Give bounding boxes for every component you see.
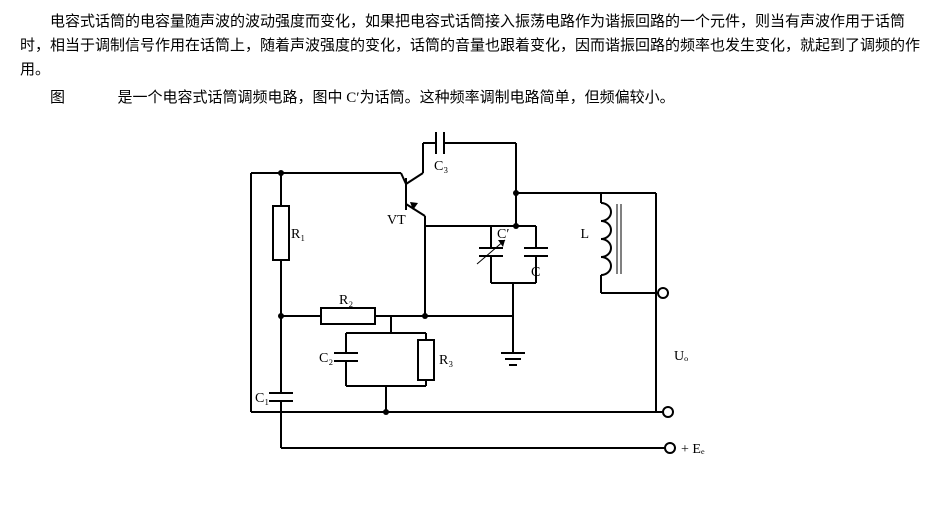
label-C1: C₁	[255, 391, 269, 406]
label-R1: R₁	[291, 227, 305, 242]
label-L: L	[580, 227, 589, 242]
paragraph-1: 电容式话筒的电容量随声波的波动强度而变化，如果把电容式话筒接入振荡电路作为谐振回…	[20, 10, 921, 82]
label-R3: R₃	[439, 353, 453, 368]
label-Cp: C′	[497, 227, 509, 242]
terminal-uo-top	[658, 288, 668, 298]
label-C3: C₃	[434, 159, 448, 174]
label-C2: C₂	[319, 351, 333, 366]
terminal-uo-bottom	[663, 407, 673, 417]
terminal-ec	[665, 443, 675, 453]
label-Uo: Uₒ	[674, 349, 688, 364]
fig-rest: 是一个电容式话筒调频电路，图中 C′为话筒。这种频率调制电路简单，但频偏较小。	[118, 90, 675, 106]
label-R2: R₂	[339, 293, 353, 308]
circuit-svg: C₃ VT C′ C	[191, 118, 751, 488]
fig-gap	[69, 90, 114, 106]
fig-prefix: 图	[50, 90, 65, 106]
label-C: C	[531, 265, 540, 280]
circuit-figure: C₃ VT C′ C	[20, 118, 921, 488]
paragraph-2: 图 是一个电容式话筒调频电路，图中 C′为话筒。这种频率调制电路简单，但频偏较小…	[20, 86, 921, 110]
label-Ec: + Eₑ	[681, 442, 705, 457]
label-VT: VT	[387, 213, 406, 228]
